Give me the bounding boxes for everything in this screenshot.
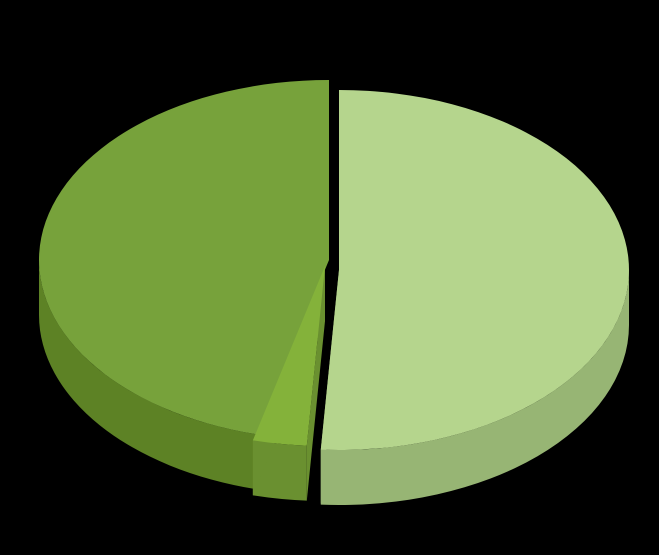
pie-svg bbox=[0, 0, 659, 555]
pie-chart-3d bbox=[0, 0, 659, 555]
